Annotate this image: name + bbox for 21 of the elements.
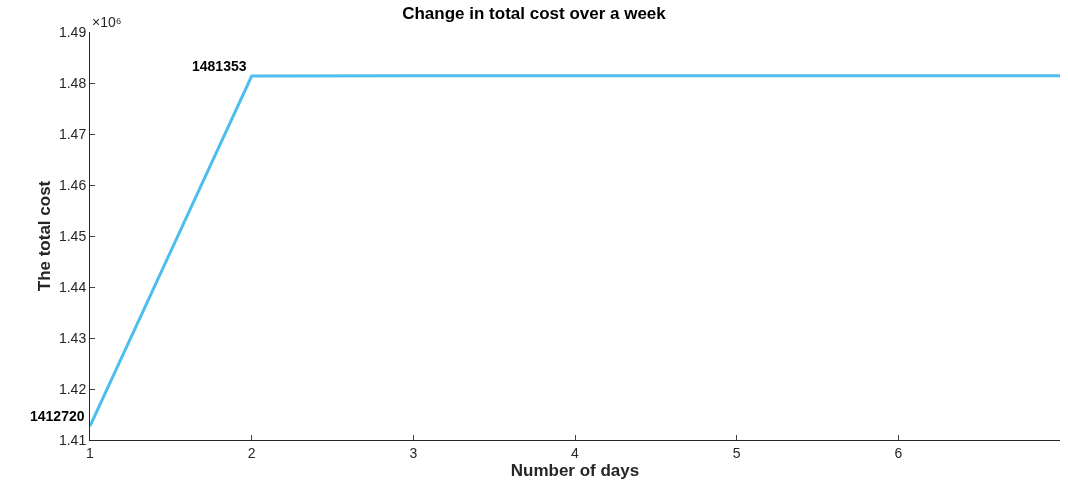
y-tick-label: 1.43 (58, 329, 87, 346)
x-tick-label: 6 (894, 444, 903, 461)
x-tick-label: 5 (732, 444, 741, 461)
y-tick-label: 1.49 (58, 23, 87, 40)
annotation: 1412720 (30, 408, 85, 424)
x-tick-label: 3 (409, 444, 418, 461)
x-tick-label: 2 (247, 444, 256, 461)
chart-title: Change in total cost over a week (402, 4, 667, 24)
y-tick-label: 1.46 (58, 176, 87, 193)
x-tick-label: 1 (86, 444, 95, 461)
y-tick-label: 1.45 (58, 227, 87, 244)
x-tick-label: 4 (571, 444, 580, 461)
y-tick-label: 1.41 (58, 431, 87, 448)
y-tick-label: 1.47 (58, 125, 87, 142)
y-tick-label: 1.42 (58, 380, 87, 397)
x-axis-title: Number of days (510, 461, 640, 481)
y-tick-label: 1.48 (58, 74, 87, 91)
y-axis-title: The total cost (34, 180, 54, 292)
text: ×10⁶ (92, 14, 122, 30)
y-tick-label: 1.44 (58, 278, 87, 295)
annotation: 1481353 (192, 58, 247, 74)
